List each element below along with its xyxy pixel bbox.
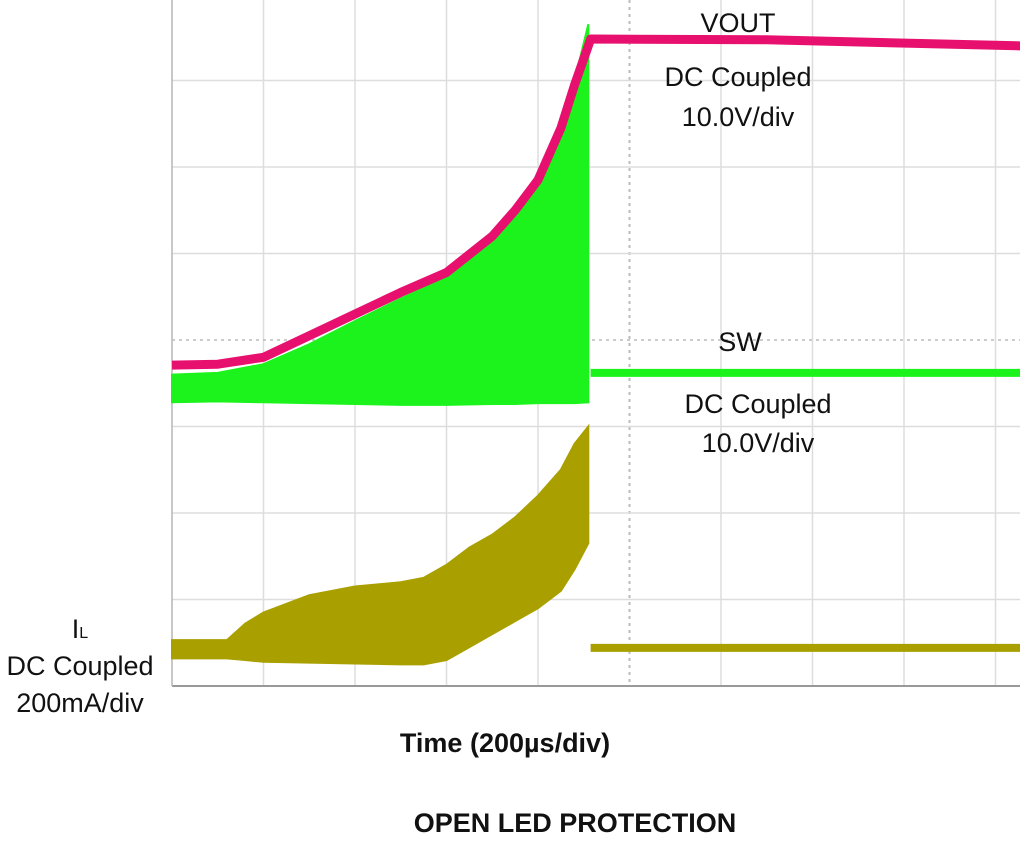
il-scale: 200mA/div [16, 688, 144, 718]
sw-label: SW [718, 327, 762, 357]
il-name: I [71, 614, 80, 644]
x-axis-label: Time (200µs/div) [399, 728, 611, 758]
traces [171, 24, 1020, 666]
il-label: IL [72, 614, 88, 645]
sw-envelope [171, 24, 590, 406]
vout-scale: 10.0V/div [681, 102, 795, 132]
vout-trace [171, 34, 1020, 370]
il-subscript: L [79, 625, 89, 642]
chart-title: OPEN LED PROTECTION [413, 808, 737, 838]
il-envelope [171, 423, 590, 666]
vout-label: VOUT [700, 8, 776, 38]
vout-coupling: DC Coupled [664, 62, 812, 92]
sw-coupling: DC Coupled [684, 389, 832, 419]
il-coupling: DC Coupled [6, 651, 154, 681]
sw-scale: 10.0V/div [701, 428, 815, 458]
grid [171, 0, 1020, 687]
